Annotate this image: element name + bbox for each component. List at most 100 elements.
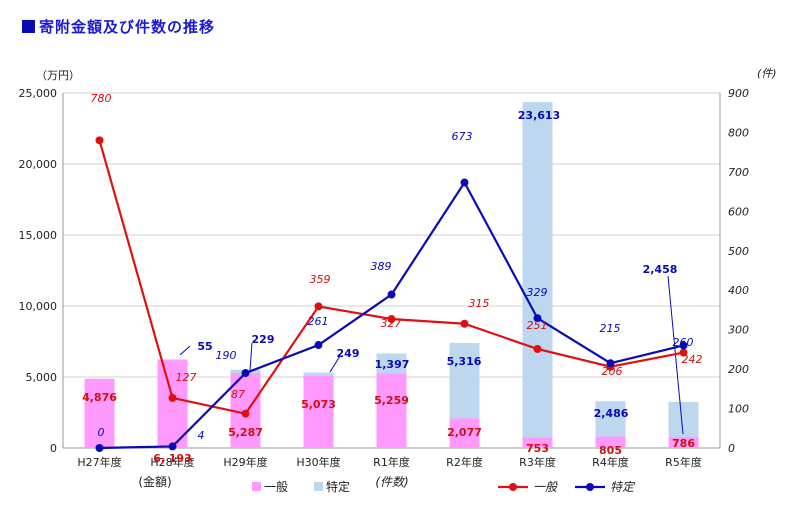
point-ippan [460,319,469,328]
y-right-tick-label: 100 [728,403,749,416]
bar-ippan-data-label: 2,077 [447,426,482,439]
legend-label-bar-tokutei: 特定 [326,479,350,494]
x-tick-label: H29年度 [223,455,267,469]
y-right-axis-label: (件) [757,67,777,80]
bar-tokutei-data-label: 5,316 [447,355,482,368]
bar-tokutei [668,401,699,437]
bar-ippan [157,360,188,448]
line-ippan-data-label: 87 [231,388,245,401]
x-tick-label: H28年度 [150,455,194,469]
point-ippan [241,409,250,418]
y-right-tick-label: 300 [728,324,749,337]
y-right-tick-label: 200 [728,363,749,376]
bar-ippan-data-label: 753 [526,442,549,455]
legend-marker-ippan [509,483,517,491]
bar-tokutei-data-label: 249 [337,347,360,360]
y-right-tick-label: 800 [728,126,749,139]
bar-tokutei [449,343,480,419]
legend-swatch-bar-tokutei [314,482,323,491]
line-tokutei-data-label: 0 [98,426,105,439]
bar-tokutei [376,353,407,374]
y-left-axis-label: （万円） [36,69,80,82]
bar-tokutei [157,359,188,361]
point-tokutei [460,178,469,187]
legend-label-bar-ippan: 一般 [264,479,288,494]
point-tokutei [606,359,615,368]
y-right-tick-label: 600 [728,205,749,218]
bar-ippan [595,436,626,448]
bar-ippan-data-label: 786 [672,437,695,450]
line-tokutei-data-label: 260 [673,336,694,349]
bar-ippan-data-label: 4,876 [82,391,117,404]
line-tokutei-data-label: 329 [527,286,548,299]
point-ippan [314,302,323,311]
title-square-icon [22,20,35,33]
x-tick-label: R4年度 [592,455,629,469]
bar-ippan [522,437,553,448]
line-group-annotation: (件数) [375,475,408,489]
line-tokutei-data-label: 261 [308,315,329,328]
bar-tokutei-leader-line [329,355,341,373]
line-ippan-data-label: 206 [602,365,623,378]
bar-ippan-data-label: 805 [599,444,622,457]
point-tokutei [241,369,250,378]
bar-ippan [449,418,480,448]
point-ippan [679,348,688,357]
legend-swatch-bar-ippan [252,482,261,491]
legend-marker-tokutei [586,483,594,491]
line-tokutei-data-label: 673 [452,130,473,143]
legend-label-line-ippan: 一般 [533,480,559,494]
bar-tokutei [522,102,553,438]
point-tokutei [95,444,104,452]
line-ippan-data-label: 780 [91,92,112,105]
y-left-tick-label: 5,000 [26,371,58,384]
x-tick-label: R1年度 [373,455,410,469]
bar-ippan-data-label: 5,287 [228,426,263,439]
line-tokutei-data-label: 190 [216,349,237,362]
line-tokutei-data-label: 4 [198,429,205,442]
point-tokutei [387,290,396,299]
point-ippan [387,315,396,324]
line-tokutei-data-label: 215 [600,322,621,335]
y-left-tick-label: 15,000 [19,229,58,242]
chart-title-text: 寄附金額及び件数の推移 [39,18,216,36]
line-ippan-data-label: 315 [469,297,490,310]
bar-ippan-data-label: 5,259 [374,394,409,407]
bar-tokutei [303,372,334,376]
point-tokutei [679,341,688,350]
x-tick-label: R3年度 [519,455,556,469]
y-right-tick-label: 400 [728,284,749,297]
bar-tokutei-data-label: 1,397 [375,358,410,371]
bar-tokutei-data-label: 2,486 [594,407,629,420]
bar-ippan [303,375,334,448]
bar-ippan [84,378,115,448]
bar-ippan-data-label: 6, 193 [153,452,192,465]
bar-ippan [376,373,407,448]
point-ippan [168,393,177,402]
y-right-tick-label: 500 [728,245,749,258]
line-ippan-data-label: 251 [527,319,548,332]
point-tokutei [168,442,177,451]
x-tick-label: H27年度 [77,455,121,469]
point-ippan [533,344,542,353]
point-tokutei [314,341,323,350]
x-tick-label: R5年度 [665,455,702,469]
chart-title: 寄附金額及び件数の推移 [22,16,215,37]
line-ippan-data-label: 242 [682,353,703,366]
y-left-tick-label: 0 [50,442,57,455]
y-left-tick-label: 25,000 [19,87,58,100]
line-ippan-data-label: 359 [310,273,331,286]
bar-tokutei-data-label: 55 [197,340,212,353]
bar-tokutei-data-label: 23,613 [518,109,560,122]
bar-tokutei [595,401,626,437]
y-left-tick-label: 10,000 [19,300,58,313]
legend-label-line-tokutei: 特定 [610,480,636,494]
y-right-tick-label: 900 [728,87,749,100]
line-ippan-data-label: 127 [176,371,197,384]
bar-ippan-data-label: 5,073 [301,398,336,411]
x-tick-label: H30年度 [296,455,340,469]
x-tick-label: R2年度 [446,455,483,469]
line-ippan-data-label: 327 [381,317,402,330]
